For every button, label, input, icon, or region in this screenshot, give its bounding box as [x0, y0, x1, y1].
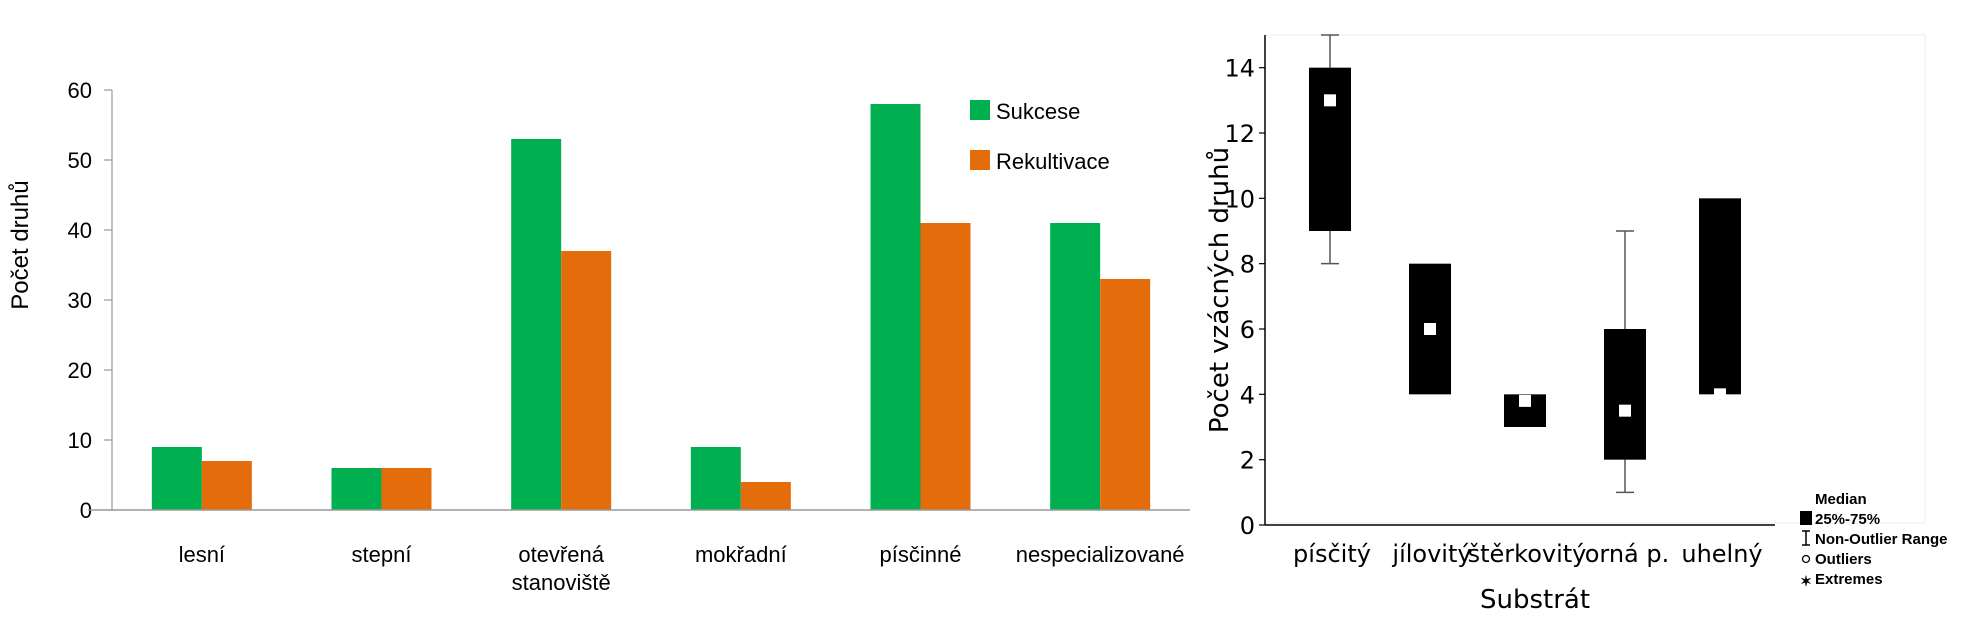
bar-chart-y-tick-label: 0: [80, 498, 92, 523]
box-plot-x-axis-label: Substrát: [1480, 585, 1590, 615]
legend-outlier-label: Outliers: [1815, 551, 1872, 568]
bar-chart-y-tick-label: 20: [68, 358, 92, 383]
bar-rekultivace-4: [740, 482, 791, 510]
bar-chart-y-tick-label: 10: [68, 428, 92, 453]
bar-rekultivace-1: [201, 461, 252, 510]
box-plot-x-tick-label: uhelný: [1681, 540, 1762, 568]
legend-extreme-swatch: ✶: [1800, 573, 1812, 589]
bar-chart-y-tick-label: 40: [68, 218, 92, 243]
bar-sukcese-5: [870, 104, 921, 510]
bar-chart-x-tick-label: mokřadní: [695, 542, 787, 567]
box-plot-y-tick-label: 0: [1240, 512, 1255, 540]
bar-sukcese-3: [511, 139, 562, 510]
box-4-iqr-box: [1604, 329, 1646, 460]
legend-outlier-swatch: [1801, 554, 1811, 564]
bar-rekultivace-6: [1100, 279, 1151, 510]
box-plot-y-tick-label: 2: [1240, 447, 1255, 475]
bar-rekultivace-3: [561, 251, 612, 510]
bar-chart-panel: Počet druhů 0 10 20 30 40 50 60 lesní stepní ote…: [7, 78, 1190, 595]
box-plot-x-tick-label: štěrkovitý: [1468, 540, 1587, 568]
legend-label-sukcese: Sukcese: [996, 99, 1080, 124]
bar-chart-x-tick-label: lesní: [179, 542, 225, 567]
legend-range-label: Non-Outlier Range: [1815, 531, 1948, 548]
bar-sukcese-6: [1050, 223, 1101, 510]
box-plot-x-tick-label: písčitý: [1293, 540, 1371, 568]
box-plot-y-tick-label: 14: [1224, 55, 1255, 83]
bar-chart-y-tick-label: 50: [68, 148, 92, 173]
bar-chart-x-tick-label: otevřená stanoviště: [512, 542, 611, 595]
bar-rekultivace-5: [920, 223, 971, 510]
box-2-median-marker: [1424, 323, 1436, 335]
box-plot-y-tick-label: 4: [1240, 381, 1255, 409]
bar-chart-y-tick-label: 30: [68, 288, 92, 313]
box-plot-y-axis-label: Počet vzácných druhů: [1205, 147, 1235, 433]
legend-iqr-label: 25%-75%: [1815, 511, 1880, 528]
box-plot-x-tick-label: orná p.: [1585, 540, 1670, 568]
bar-chart-x-tick-label: písčinné: [880, 542, 962, 567]
box-plot-y-tick-label: 12: [1224, 120, 1255, 148]
bar-chart-y-tick-label: 60: [68, 78, 92, 103]
box-plot-legend: Median 25%-75% Non-Outlier Range Outliers✶ E…: [1800, 491, 1948, 589]
box-1-iqr-box: [1309, 67, 1351, 232]
box-plot-y-tick-label: 8: [1240, 251, 1255, 279]
bar-chart-x-tick-label: nespecializované: [1016, 542, 1185, 567]
box-plot-x-tick-label: jílovitý: [1391, 540, 1471, 568]
box-plot-y-tick-label: 10: [1224, 185, 1255, 213]
box-plot-y-tick-label: 6: [1240, 316, 1255, 344]
legend-label-rekultivace: Rekultivace: [996, 149, 1110, 174]
legend-swatch-sukcese: [970, 100, 990, 120]
bar-chart-legend: Sukcese Rekultivace: [970, 99, 1110, 174]
legend-swatch-rekultivace: [970, 150, 990, 170]
legend-range-swatch: [1802, 530, 1810, 546]
box-5-iqr-box: [1699, 198, 1741, 395]
box-plot-panel: Počet vzácných druhů Substrát 0 2 4 6 8 10 12 1…: [1205, 34, 1948, 615]
legend-median-label: Median: [1815, 491, 1867, 508]
legend-iqr-swatch: [1800, 511, 1812, 525]
bar-sukcese-4: [690, 447, 741, 510]
legend-extreme-label: Extremes: [1815, 571, 1883, 588]
bar-rekultivace-2: [381, 468, 432, 510]
bar-chart-y-axis-label: Počet druhů: [7, 180, 34, 309]
box-4-median-marker: [1619, 404, 1631, 417]
bar-sukcese-1: [151, 447, 202, 510]
box-plot-area: [1264, 34, 1926, 524]
bar-sukcese-2: [331, 468, 382, 510]
box-3-median-marker: [1519, 394, 1531, 407]
box-1-median-marker: [1324, 94, 1336, 107]
box-5-median-marker: [1714, 388, 1726, 401]
bar-chart-x-tick-label: stepní: [352, 542, 412, 567]
